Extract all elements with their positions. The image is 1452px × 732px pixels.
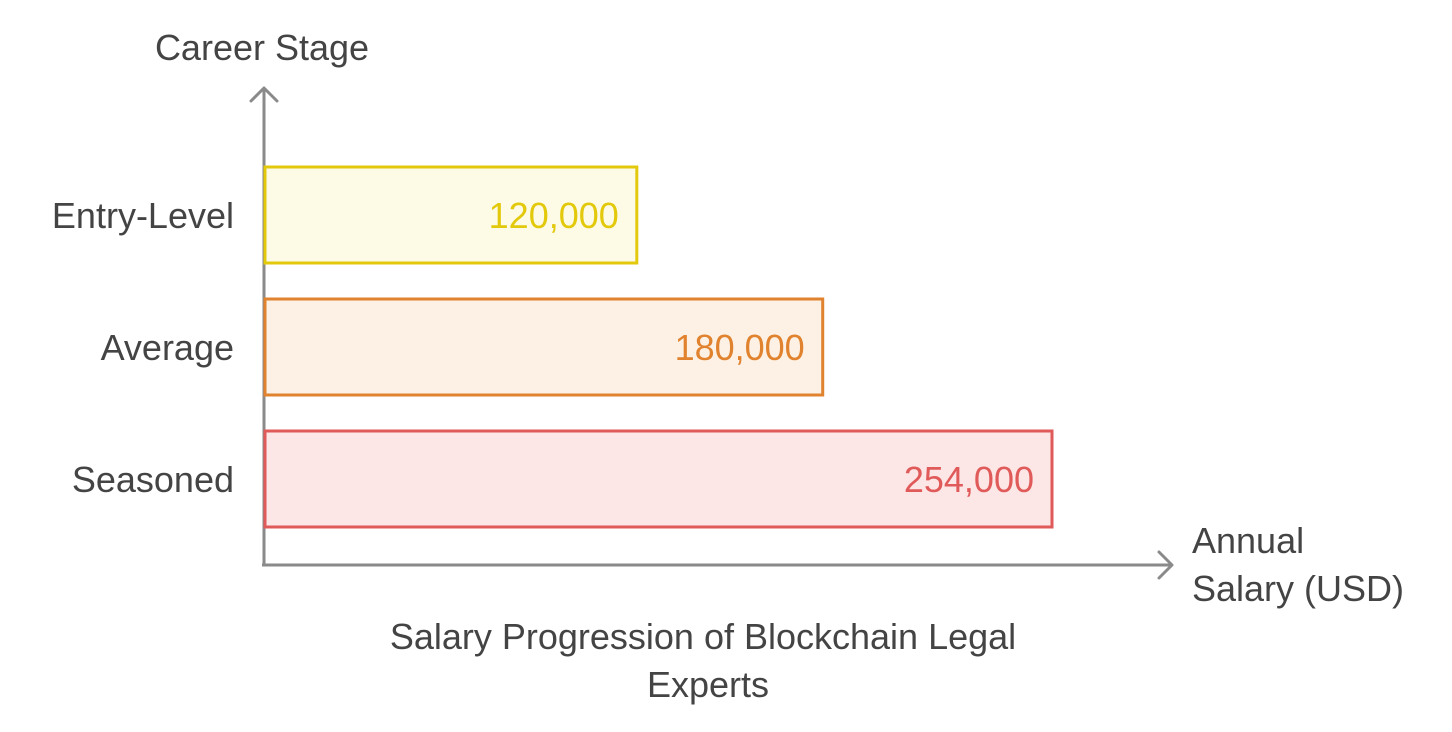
bars-group: Entry-Level 120,000 Average 180,000 Seasoned… — [52, 165, 1054, 529]
value-label-seasoned: 254,000 — [904, 459, 1034, 500]
chart-title-line-1: Salary Progression of Blockchain Legal — [390, 616, 1016, 657]
y-axis-arrowhead — [249, 86, 279, 103]
value-label-average: 180,000 — [675, 327, 805, 368]
bar-seasoned — [263, 429, 1054, 529]
category-label-entry-level: Entry-Level — [52, 195, 234, 236]
value-label-entry-level: 120,000 — [489, 195, 619, 236]
y-axis-label: Career Stage — [155, 27, 369, 68]
bar-entry-level — [263, 165, 639, 265]
chart-title-line-2: Experts — [647, 664, 769, 705]
x-axis-label: Annual Salary (USD) — [1192, 520, 1404, 609]
category-label-average: Average — [101, 327, 234, 368]
x-axis-arrowhead — [1157, 550, 1174, 580]
x-axis-label-line-1: Annual — [1192, 520, 1304, 561]
chart-title: Salary Progression of Blockchain Legal E… — [390, 616, 1026, 705]
category-label-seasoned: Seasoned — [72, 459, 234, 500]
x-axis-label-line-2: Salary (USD) — [1192, 568, 1404, 609]
bar-average — [263, 297, 825, 397]
